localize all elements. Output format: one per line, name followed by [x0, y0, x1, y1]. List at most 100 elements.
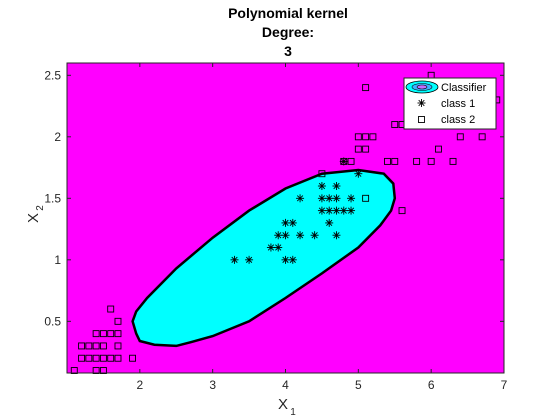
class-1-point-22: [332, 182, 341, 191]
class-2-point-33: [398, 207, 406, 215]
class-2-point-19: [114, 317, 122, 325]
x-tick-label-4: 6: [428, 378, 435, 392]
class-2-point-30: [362, 84, 370, 92]
x-axis-label-sub: 1: [290, 407, 296, 418]
class-2-point-17: [114, 342, 122, 350]
class-1-point-3: [274, 243, 283, 252]
class-2-point-37: [413, 157, 421, 165]
class-2-point-0: [70, 367, 78, 374]
title-line-2: Degree:: [262, 24, 314, 40]
class-1-point-1: [245, 255, 254, 264]
class-1-point-27: [354, 169, 363, 178]
data-points: [70, 71, 501, 374]
legend-class-1-marker: [417, 99, 426, 107]
y-tick-label-4: 2.5: [44, 68, 61, 82]
legend: Classifier class 1 class 2: [403, 77, 497, 130]
class-2-point-10: [99, 354, 107, 362]
x-axis-label-main: X: [278, 396, 288, 413]
class-2-point-45: [456, 133, 464, 141]
class-1-point-19: [332, 231, 341, 240]
class-1-point-5: [281, 231, 290, 240]
class-1-point-9: [288, 218, 297, 227]
class-2-point-47: [478, 133, 486, 141]
class-1-point-15: [317, 182, 326, 191]
class-2-point-13: [107, 354, 115, 362]
legend-class-2-marker: [418, 116, 425, 123]
y-tick-label-1: 1: [54, 253, 61, 267]
class-2-point-22: [340, 157, 348, 165]
class-2-point-32: [391, 157, 399, 165]
class-1-point-8: [281, 218, 290, 227]
class-2-point-16: [114, 354, 122, 362]
title-line-1: Polynomial kernel: [228, 5, 348, 21]
class-1-point-20: [332, 206, 341, 215]
class-1-point-6: [281, 255, 290, 264]
class-2-point-44: [449, 157, 457, 165]
class-2-point-7: [92, 342, 100, 350]
y-axis-label-sub: 2: [35, 205, 46, 211]
class-2-point-42: [435, 145, 442, 153]
x-tick-label-1: 3: [209, 378, 216, 392]
class-2-point-2: [78, 342, 86, 350]
legend-label-classifier: Classifier: [441, 82, 487, 94]
class-2-point-21: [318, 170, 326, 178]
y-axis-label-main: X: [25, 213, 42, 223]
class-2-point-5: [92, 367, 100, 374]
class-2-point-9: [99, 367, 107, 374]
class-1-point-0: [230, 255, 239, 264]
class-2-point-34: [391, 121, 399, 128]
class-1-point-13: [317, 206, 326, 215]
class-2-point-3: [85, 354, 93, 362]
class-2-point-11: [99, 342, 107, 350]
class-2-point-26: [362, 194, 370, 202]
class-2-point-40: [427, 157, 435, 165]
class-2-point-4: [85, 342, 93, 350]
title-line-3: 3: [284, 43, 292, 59]
class-1-point-10: [296, 231, 305, 240]
legend-classifier-swatch: [405, 80, 439, 94]
x-tick-label-0: 2: [136, 378, 143, 392]
class-2-point-8: [92, 330, 100, 338]
class-1-point-7: [288, 255, 297, 264]
legend-label-class-1: class 1: [441, 98, 475, 110]
class-2-point-15: [107, 305, 115, 313]
class-2-point-31: [384, 157, 391, 165]
class-1-point-23: [339, 206, 348, 215]
class-2-point-1: [78, 354, 86, 362]
class-2-point-6: [92, 354, 100, 362]
y-tick-label-2: 1.5: [44, 191, 61, 205]
class-1-point-14: [317, 194, 326, 203]
class-2-point-18: [114, 330, 122, 338]
chart-title: Polynomial kernel Degree: 3: [228, 5, 348, 59]
x-axis-label: X 1: [278, 396, 296, 418]
class-1-point-11: [296, 194, 305, 203]
class-1-point-25: [347, 194, 356, 203]
class-2-point-24: [354, 145, 362, 153]
class-1-point-16: [325, 206, 334, 215]
class-2-point-28: [362, 133, 370, 141]
y-axis-label: X 2: [25, 205, 46, 223]
y-tick-label-0: 0.5: [44, 314, 61, 328]
class-1-point-12: [310, 231, 319, 240]
x-tick-label-3: 5: [355, 378, 362, 392]
class-2-point-29: [369, 133, 377, 141]
class-2-point-14: [107, 330, 115, 338]
x-tick-label-2: 4: [282, 378, 289, 392]
class-2-point-27: [362, 145, 370, 153]
axis-ticks: 2 3 4 5 6 7 0.5 1 1.5 2 2.5: [44, 63, 508, 392]
class-1-point-2: [266, 243, 275, 252]
class-1-point-18: [325, 218, 334, 227]
class-2-point-20: [129, 354, 137, 362]
y-tick-label-3: 2: [54, 130, 61, 144]
class-1-point-17: [325, 194, 334, 203]
class-1-point-26: [347, 206, 356, 215]
class-2-point-23: [347, 157, 355, 165]
class-2-point-12: [99, 330, 107, 338]
class-1-point-21: [332, 194, 341, 203]
legend-class-1-star: [417, 99, 426, 107]
class-1-point-4: [274, 231, 283, 240]
x-tick-label-5: 7: [501, 378, 508, 392]
legend-label-class-2: class 2: [441, 114, 475, 126]
class-2-point-25: [354, 133, 362, 141]
